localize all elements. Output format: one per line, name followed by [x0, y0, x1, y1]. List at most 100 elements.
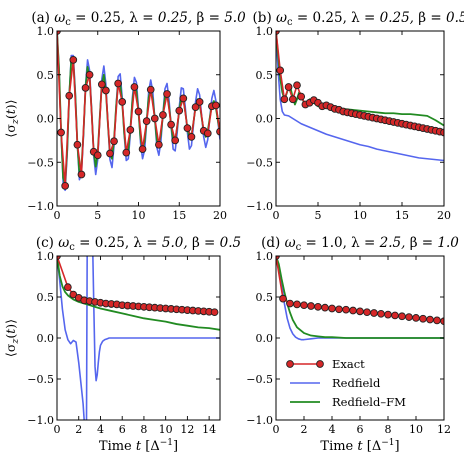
exact-marker [81, 84, 90, 92]
exact-marker [212, 101, 220, 110]
y-tick-label: 1.0 [256, 250, 274, 263]
y-tick-label: −0.5 [27, 156, 54, 169]
exact-marker [138, 145, 147, 153]
y-tick-label: −1.0 [246, 414, 273, 427]
exact-marker [159, 111, 167, 119]
panel-title: (d) ωc = 1.0, λ = 2.5, β = 1.0 [261, 235, 459, 253]
exact-marker [293, 81, 301, 90]
exact-marker [93, 151, 102, 160]
exact-marker [61, 182, 70, 190]
exact-marker [405, 313, 413, 321]
x-tick-label: 6 [357, 423, 364, 436]
exact-marker [126, 126, 135, 134]
x-tick-label: 20 [213, 209, 227, 222]
y-tick-label: 1.0 [37, 25, 55, 38]
x-tick-label: 12 [180, 423, 194, 436]
y-tick-label: 0.0 [37, 332, 55, 345]
exact-marker [102, 86, 110, 95]
exact-marker [183, 124, 192, 132]
exact-marker [122, 148, 131, 157]
x-tick-label: 15 [395, 209, 409, 222]
series-group [276, 31, 444, 162]
x-tick-label: 10 [132, 209, 146, 222]
series-line-redfield [276, 31, 444, 162]
x-axis-label: Time t [Δ−1] [320, 438, 399, 454]
exact-marker [363, 308, 371, 317]
exact-marker [286, 299, 294, 308]
exact-marker [398, 312, 406, 321]
panel-1: 0 5 10 15 20 −1.0 −0.5 0.0 0.5 1.0(a) ωc = 0.25, … [3, 10, 246, 222]
y-tick-label: −1.0 [246, 200, 273, 213]
exact-marker [293, 300, 301, 309]
exact-marker [187, 133, 196, 141]
exact-marker [146, 85, 155, 94]
legend-marker [286, 360, 294, 368]
panel-4: 0 2 4 6 8 10 12 −1.0 −0.5 0.0 0.5 1.0(d) ωc = 1.0, … [246, 235, 459, 454]
x-tick-label: 0 [54, 423, 61, 436]
exact-marker [150, 114, 159, 123]
x-tick-label: 2 [75, 423, 82, 436]
x-tick-label: 8 [385, 423, 392, 436]
y-tick-label: 0.5 [256, 291, 274, 304]
legend-label: Exact [332, 357, 365, 371]
panel-title: (b) ωc = 0.25, λ = 0.25, β = 0.5 [253, 10, 464, 28]
x-tick-label: 2 [301, 423, 308, 436]
exact-marker [314, 302, 322, 311]
legend: Exact Redfield Redfield–FM [286, 357, 406, 409]
exact-marker [356, 307, 364, 316]
x-tick-label: 14 [202, 423, 216, 436]
y-tick-label: 0.0 [256, 332, 274, 345]
x-tick-label: 10 [353, 209, 367, 222]
exact-marker [384, 310, 392, 319]
y-tick-label: −1.0 [27, 200, 54, 213]
exact-marker [167, 120, 175, 129]
exact-marker [284, 83, 293, 91]
x-tick-label: 12 [437, 423, 451, 436]
exact-marker [440, 128, 444, 137]
panel-title: (a) ωc = 0.25, λ = 0.25, β = 5.0 [31, 10, 246, 28]
exact-marker [412, 314, 420, 322]
exact-marker [191, 103, 200, 111]
exact-marker [203, 129, 212, 138]
y-tick-label: 0.5 [256, 69, 274, 82]
exact-marker [321, 303, 329, 312]
x-tick-label: 20 [437, 209, 451, 222]
exact-marker [85, 70, 94, 79]
exact-marker [106, 149, 114, 158]
series-group [276, 256, 444, 341]
y-axis-label: ⟨σz(t)⟩ [3, 319, 21, 357]
y-tick-label: 0.5 [37, 69, 55, 82]
exact-marker [349, 306, 357, 315]
exact-marker [210, 308, 219, 317]
panel-2: 0 5 10 15 20 −1.0 −0.5 0.0 0.5 1.0(b) ωc = 0.25, … [246, 10, 464, 222]
legend-label: Redfield [332, 376, 381, 390]
exact-marker [134, 107, 143, 116]
x-axis-label: Time t [Δ−1] [99, 438, 178, 454]
exact-marker [419, 314, 427, 323]
exact-marker [130, 83, 139, 91]
exact-marker [377, 309, 385, 318]
exact-marker [155, 140, 163, 149]
exact-marker [280, 95, 289, 104]
x-tick-label: 5 [315, 209, 322, 222]
exact-marker [297, 92, 306, 101]
exact-marker [195, 98, 204, 106]
exact-marker [216, 127, 220, 136]
exact-marker [300, 301, 308, 310]
x-tick-label: 8 [140, 423, 147, 436]
exact-marker [142, 117, 151, 125]
exact-marker [163, 90, 171, 98]
exact-marker [276, 66, 285, 75]
exact-marker [426, 315, 434, 324]
x-tick-label: 0 [273, 423, 280, 436]
series-group [57, 31, 220, 192]
exact-marker [171, 136, 180, 145]
y-tick-label: 0.5 [37, 291, 55, 304]
exact-marker [69, 290, 78, 299]
exact-marker [110, 137, 118, 146]
exact-marker [307, 302, 315, 310]
x-tick-label: 0 [273, 209, 280, 222]
x-tick-label: 10 [159, 423, 173, 436]
x-tick-label: 10 [409, 423, 423, 436]
